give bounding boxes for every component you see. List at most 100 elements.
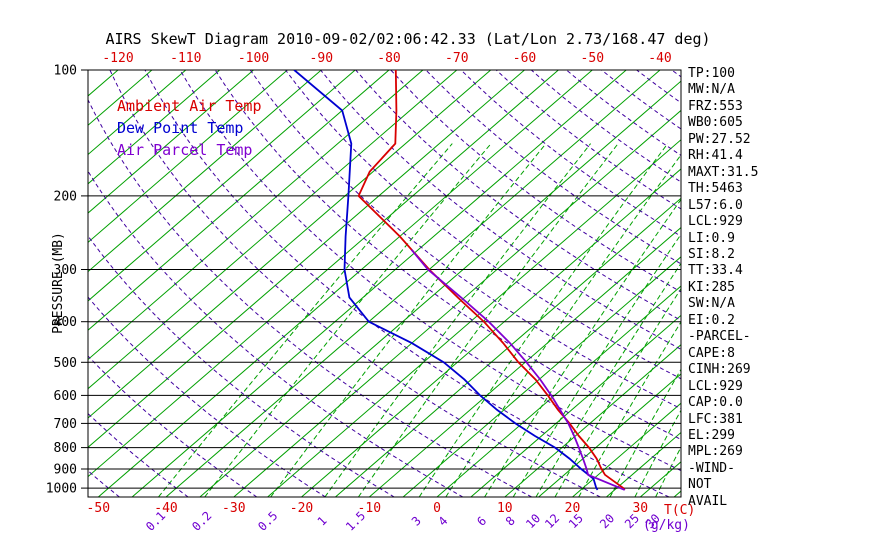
isotherm-line: [199, 80, 681, 497]
legend-ambient-air-temp: Ambient Air Temp: [117, 97, 262, 115]
stat-line: LI:0.9: [688, 230, 735, 246]
pressure-axis-title: PRESSURE (MB): [51, 232, 66, 334]
mixing-ratio-unit-label: (g/kg): [643, 518, 690, 533]
stat-line: LCL:929: [688, 214, 743, 230]
stat-line: TH:5463: [688, 181, 743, 197]
legend-dew-point-temp: Dew Point Temp: [117, 119, 244, 137]
sounding-curves: [293, 70, 626, 491]
dry-adiabat-line: [214, 70, 681, 441]
mixing-ratio-label: 0.5: [255, 509, 280, 534]
dry-adiabat-lines: [0, 70, 681, 497]
stat-line: NOT: [688, 477, 712, 493]
isotherm-line: [402, 256, 681, 497]
dry-adiabat-line: [320, 70, 681, 350]
stat-line: TP:100: [688, 66, 735, 81]
stat-line: EL:299: [688, 427, 735, 443]
isotherm-line: [88, 70, 492, 419]
mixing-ratio-line: [512, 233, 681, 497]
dry-adiabat-line: [390, 70, 681, 293]
pressure-tick-label: 800: [54, 441, 77, 456]
pressure-tick-label: 600: [54, 389, 77, 404]
bottom-temp-label: 30: [632, 501, 648, 516]
stat-line: LFC:381: [688, 411, 743, 427]
bottom-temperature-labels: -50 -40 -30 -20 -10 0 10 20 30: [87, 501, 649, 516]
isotherm-line: [301, 168, 681, 497]
bottom-temp-label: 10: [497, 501, 513, 516]
mixing-ratio-label: 4: [435, 514, 450, 529]
legend-air-parcel-temp: Air Parcel Temp: [117, 141, 253, 159]
pressure-tick-label: 1000: [46, 482, 77, 497]
top-temp-label: -80: [377, 51, 400, 66]
bottom-temp-label: 20: [565, 501, 581, 516]
mixing-ratio-line: [554, 287, 681, 497]
isotherm-line: [88, 70, 254, 214]
dry-adiabat-line: [355, 70, 681, 321]
isotherm-line: [88, 70, 390, 331]
isotherm-lines: [0, 70, 681, 497]
bottom-temp-label: -20: [290, 501, 313, 516]
top-temperature-labels: -120 -110 -100 -90 -80 -70 -60 -50 -40: [102, 51, 671, 66]
pressure-tick-label: 400: [54, 315, 77, 330]
pressure-tick-label: 200: [54, 189, 77, 204]
ambient-temp-curve: [357, 70, 626, 491]
isotherm-line: [267, 139, 681, 497]
pressure-tick-label: 100: [54, 64, 77, 79]
isotherm-line: [88, 70, 288, 244]
dry-adiabat-line: [88, 170, 464, 497]
stat-line: MAXT:31.5: [688, 164, 759, 180]
stat-line: LCL:929: [688, 378, 743, 394]
isotherm-line: [97, 70, 593, 497]
dry-adiabat-line: [88, 98, 532, 497]
isotherm-line: [0, 70, 16, 497]
stat-line: CAPE:8: [688, 345, 735, 361]
dry-adiabat-line: [179, 70, 681, 472]
dry-adiabat-line: [530, 70, 681, 183]
isotherm-line: [538, 373, 681, 497]
stat-line: RH:41.4: [688, 148, 743, 164]
isotherm-line: [470, 314, 681, 497]
pressure-tick-label: 900: [54, 463, 77, 478]
top-temp-label: -50: [581, 51, 604, 66]
dry-adiabat-line: [88, 412, 189, 497]
pressure-tick-label: 500: [54, 356, 77, 371]
stat-line: KI:285: [688, 279, 735, 295]
isotherm-line: [335, 197, 681, 497]
isotherm-line: [88, 70, 458, 390]
mixing-ratio-label: 12: [542, 511, 562, 531]
stat-line: SW:N/A: [688, 296, 735, 312]
dry-adiabat-line: [0, 70, 51, 497]
top-temp-label: -70: [445, 51, 468, 66]
stat-line: WB0:605: [688, 115, 743, 131]
stat-line: EI:0.2: [688, 312, 735, 328]
bottom-temp-label: -50: [87, 501, 110, 516]
pressure-tick-label: 300: [54, 263, 77, 278]
mixing-ratio-label: 10: [523, 511, 543, 531]
isotherm-line: [0, 70, 50, 497]
stat-line: FRZ:553: [688, 98, 743, 114]
stat-line: MW:N/A: [688, 82, 735, 98]
pressure-tick-label: 700: [54, 417, 77, 432]
stat-line: CAP:0.0: [688, 395, 743, 411]
bottom-temp-label: 0: [433, 501, 441, 516]
stat-line: TT:33.4: [688, 263, 743, 279]
dry-adiabat-line: [460, 70, 681, 237]
mixing-ratio-line: [578, 320, 681, 497]
mixing-ratio-line: [204, 143, 492, 497]
pressure-tick-labels: 100 200 300 400 500 600 700 800 900 1000: [46, 64, 77, 497]
dry-adiabat-line: [495, 70, 681, 210]
legend: Ambient Air Temp Dew Point Temp Air Parc…: [117, 95, 262, 161]
stat-line: CINH:269: [688, 362, 751, 378]
isotherm-line: [504, 344, 681, 497]
isotherm-line: [131, 70, 627, 497]
top-temp-label: -60: [513, 51, 536, 66]
stat-line: MPL:269: [688, 444, 743, 460]
mixing-ratio-label: 20: [597, 511, 617, 531]
stat-line: -WIND-: [688, 460, 735, 476]
stats-panel: TP:100 MW:N/A FRZ:553 WB0:605 PW:27.52 RH:41.…: [688, 66, 758, 510]
bottom-temp-label: -40: [154, 501, 177, 516]
top-temp-label: -40: [648, 51, 671, 66]
temp-unit-label: T(C): [664, 503, 695, 518]
isotherm-line: [88, 70, 424, 361]
